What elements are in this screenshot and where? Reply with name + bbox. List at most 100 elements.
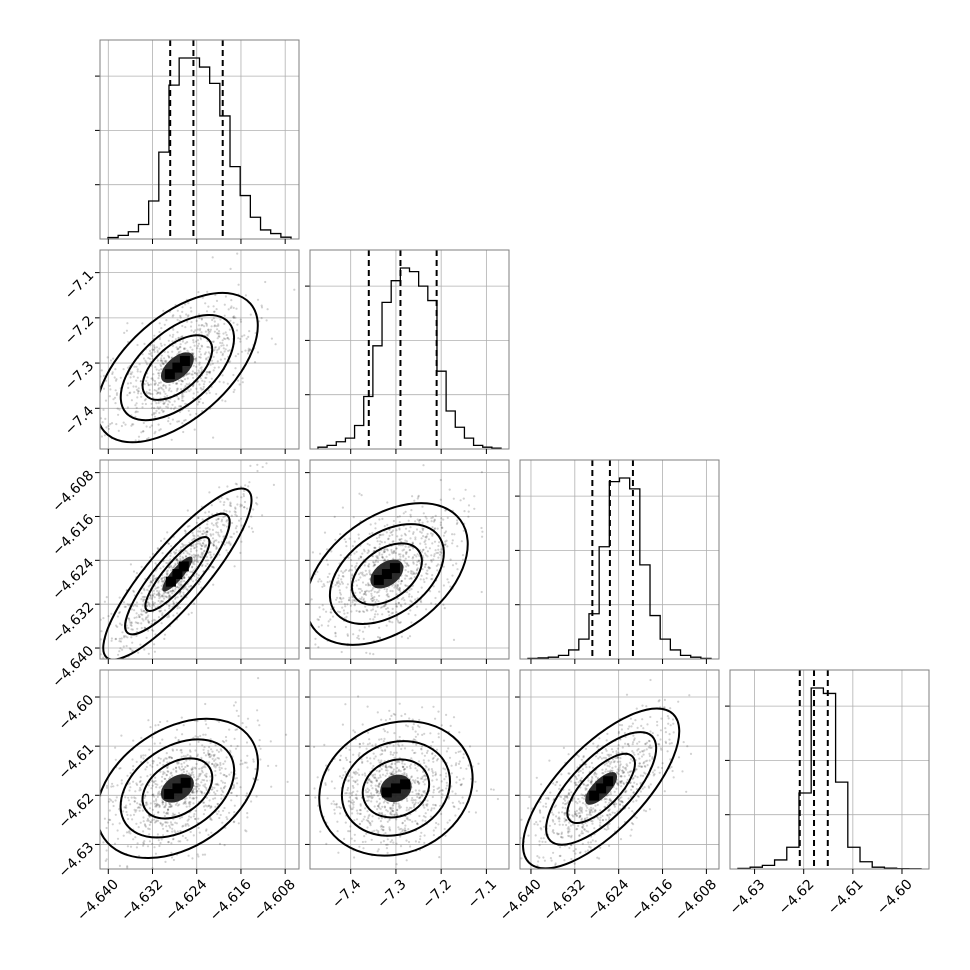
scatter-point (163, 578, 167, 581)
scatter-point (182, 580, 186, 583)
scatter-point (230, 791, 233, 795)
scatter-point (110, 799, 113, 802)
scatter-point (335, 803, 338, 806)
scatter-point (164, 576, 167, 579)
scatter-point (145, 363, 149, 366)
scatter-point (647, 746, 651, 749)
scatter-point (351, 776, 354, 779)
scatter-point (181, 399, 184, 402)
scatter-point (459, 499, 462, 502)
scatter-point (146, 845, 150, 848)
scatter-point (130, 621, 133, 624)
scatter-point (617, 826, 620, 829)
scatter-point (393, 549, 396, 553)
scatter-point (382, 549, 386, 552)
scatter-point (187, 372, 190, 375)
scatter-point (212, 340, 215, 343)
scatter-point (383, 737, 386, 741)
scatter-point (397, 588, 400, 591)
scatter-point (405, 551, 408, 554)
scatter-point (421, 706, 424, 709)
scatter-point (177, 811, 181, 815)
scatter-point (102, 408, 105, 411)
scatter-point (149, 773, 152, 776)
scatter-point (426, 555, 429, 558)
scatter-point (395, 751, 398, 754)
scatter-point (365, 799, 369, 803)
scatter-point (174, 597, 177, 601)
scatter-point (465, 767, 468, 770)
scatter-point (395, 802, 398, 805)
scatter-point (398, 527, 401, 530)
scatter-point (416, 780, 419, 783)
scatter-point (638, 757, 641, 760)
scatter-point (436, 787, 439, 790)
scatter-point (151, 808, 154, 811)
scatter-point (346, 634, 349, 637)
scatter-point (454, 814, 457, 817)
scatter-point (165, 399, 168, 402)
scatter-point (212, 436, 215, 439)
scatter-point (170, 804, 173, 807)
scatter-point (129, 391, 132, 394)
scatter-point (216, 360, 219, 363)
scatter-point (204, 808, 207, 812)
scatter-point (204, 783, 207, 786)
scatter-point (163, 537, 166, 540)
scatter-point (589, 781, 593, 784)
scatter-point (185, 390, 188, 393)
scatter-point (372, 605, 375, 608)
scatter-point (369, 762, 372, 765)
scatter-point (368, 532, 371, 536)
scatter-point (167, 840, 170, 844)
scatter-point (412, 532, 415, 536)
scatter-point (184, 824, 187, 827)
scatter-point (188, 749, 192, 752)
scatter-point (90, 810, 92, 812)
scatter-point (160, 354, 163, 357)
scatter-point (168, 383, 171, 387)
scatter-point (258, 739, 261, 742)
scatter-point (213, 366, 216, 369)
scatter-point (417, 519, 421, 523)
scatter-point (222, 332, 225, 335)
scatter-point (200, 318, 203, 321)
scatter-point (380, 824, 383, 827)
scatter-point (126, 774, 129, 777)
scatter-point (143, 383, 146, 386)
scatter-point (168, 565, 171, 568)
scatter-point (148, 391, 151, 394)
scatter-point (159, 821, 162, 825)
scatter-point (223, 543, 226, 546)
scatter-point (408, 717, 411, 720)
scatter-point (400, 598, 403, 601)
scatter-point (137, 392, 140, 395)
scatter-point (481, 530, 484, 533)
scatter-point (384, 769, 388, 772)
scatter-point (410, 588, 413, 591)
scatter-point (177, 840, 180, 843)
scatter-point (367, 796, 370, 799)
scatter-point (202, 801, 206, 804)
scatter-point (440, 548, 443, 551)
scatter-point (170, 390, 173, 393)
scatter-point (192, 392, 195, 395)
scatter-point (100, 630, 103, 633)
scatter-point (421, 548, 425, 552)
scatter-point (352, 633, 355, 636)
scatter-point (423, 540, 426, 544)
scatter-point (201, 853, 204, 856)
scatter-point (200, 317, 203, 320)
scatter-point (150, 424, 153, 427)
scatter-point (232, 373, 235, 377)
scatter-point (191, 348, 194, 351)
scatter-point (176, 382, 179, 385)
scatter-point (126, 322, 129, 325)
scatter-point (224, 735, 228, 739)
scatter-point (359, 803, 362, 806)
scatter-point (371, 599, 374, 602)
scatter-point (173, 590, 176, 593)
scatter-point (398, 538, 401, 541)
scatter-point (174, 813, 177, 816)
scatter-point (623, 767, 626, 770)
